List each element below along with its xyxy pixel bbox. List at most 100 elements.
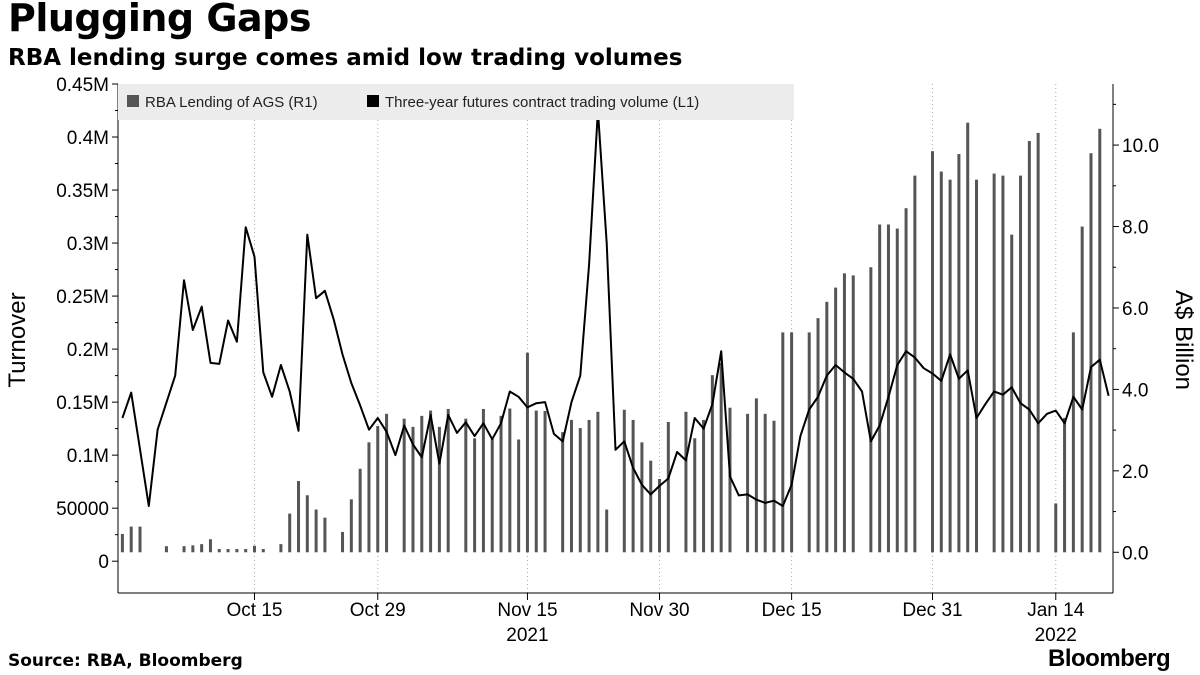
bar-rba-lending: [226, 549, 230, 553]
bar-rba-lending: [297, 481, 301, 553]
legend-label-bars: RBA Lending of AGS (R1): [145, 94, 318, 111]
legend: RBA Lending of AGS (R1) Three-year futur…: [118, 84, 794, 120]
bar-rba-lending: [948, 179, 952, 553]
bar-rba-lending: [402, 418, 406, 553]
bar-rba-lending: [763, 413, 767, 553]
right-tick-label: 0.0: [1122, 543, 1148, 564]
bar-rba-lending: [719, 362, 723, 553]
grid-layer: [253, 84, 1057, 593]
bar-rba-lending: [499, 415, 503, 553]
bar-rba-lending: [939, 171, 943, 553]
bar-rba-lending: [1089, 153, 1093, 553]
bar-rba-lending: [1010, 234, 1014, 553]
bar-rba-lending: [913, 175, 917, 553]
source-note: Source: RBA, Bloomberg: [8, 651, 243, 671]
bar-rba-lending: [930, 151, 934, 553]
bar-rba-lending: [710, 375, 714, 553]
bar-rba-lending: [834, 287, 838, 553]
bar-rba-lending: [314, 509, 318, 553]
bar-rba-lending: [886, 224, 890, 553]
bar-rba-lending: [878, 224, 882, 553]
bar-rba-lending: [349, 499, 353, 553]
bar-rba-lending: [587, 419, 591, 553]
bar-rba-lending: [790, 332, 794, 553]
x-tick-label: Oct 29: [350, 600, 406, 621]
bar-rba-lending: [807, 332, 811, 553]
bar-rba-lending: [622, 409, 626, 553]
bar-rba-lending: [543, 410, 547, 553]
bar-rba-lending: [200, 544, 204, 553]
bar-rba-lending: [437, 426, 441, 553]
bar-rba-lending: [490, 439, 494, 553]
bar-rba-lending: [605, 509, 609, 553]
bar-rba-lending: [1027, 141, 1031, 553]
bar-rba-lending: [895, 228, 899, 553]
left-axis-label: Turnover: [4, 292, 31, 387]
bars-layer: [120, 122, 1102, 553]
legend-background: [118, 84, 794, 120]
bar-rba-lending: [746, 413, 750, 553]
bar-rba-lending: [684, 411, 688, 553]
bar-rba-lending: [420, 415, 424, 553]
bar-rba-lending: [569, 419, 573, 553]
bar-rba-lending: [244, 549, 248, 553]
line-futures-volume: [121, 109, 1110, 507]
axes-layer: 0 50000 0.1M 0.15M 0.2M 0.25M 0.3M 0.35M 0.4M 0.4…: [56, 75, 1159, 646]
bar-rba-lending: [235, 549, 239, 553]
bar-rba-lending: [1071, 332, 1075, 553]
bar-rba-lending: [702, 419, 706, 553]
bar-rba-lending: [252, 545, 256, 553]
bar-rba-lending: [578, 428, 582, 553]
bar-rba-lending: [781, 332, 785, 553]
bar-rba-lending: [966, 122, 970, 553]
bar-rba-lending: [164, 546, 168, 553]
bar-rba-lending: [693, 438, 697, 553]
legend-swatch-line: [367, 95, 379, 107]
x-year-label: 2022: [1035, 625, 1077, 646]
left-tick-label: 0.4M: [67, 128, 109, 149]
bar-rba-lending: [129, 526, 133, 553]
right-tick-label: 2.0: [1122, 462, 1148, 483]
left-tick-label: 0.35M: [56, 181, 109, 202]
bar-rba-lending: [1063, 417, 1067, 553]
bar-rba-lending: [957, 154, 961, 553]
bar-rba-lending: [473, 438, 477, 553]
left-tick-label: 50000: [56, 499, 109, 520]
bloomberg-logo: Bloomberg: [1048, 645, 1171, 672]
legend-label-line: Three-year futures contract trading volu…: [385, 94, 699, 111]
x-tick-label: Nov 15: [497, 600, 557, 621]
bar-rba-lending: [217, 549, 221, 553]
bar-rba-lending: [754, 398, 758, 553]
x-tick-label: Nov 30: [629, 600, 689, 621]
bar-rba-lending: [1080, 226, 1084, 553]
left-tick-label: 0.45M: [56, 75, 109, 96]
bar-rba-lending: [323, 517, 327, 553]
left-tick-label: 0.1M: [67, 446, 109, 467]
bar-rba-lending: [640, 442, 644, 553]
left-tick-label: 0.2M: [67, 340, 109, 361]
bar-rba-lending: [411, 426, 415, 553]
left-tick-label: 0.15M: [56, 393, 109, 414]
bar-rba-lending: [182, 546, 186, 553]
chart-subtitle: RBA lending surge comes amid low trading…: [8, 45, 683, 71]
bar-rba-lending: [1054, 503, 1058, 553]
bar-rba-lending: [816, 318, 820, 553]
x-tick-label: Jan 14: [1027, 600, 1084, 621]
bar-rba-lending: [1098, 128, 1102, 553]
bar-rba-lending: [138, 526, 142, 553]
chart-title: Plugging Gaps: [8, 0, 312, 40]
bar-rba-lending: [1036, 132, 1040, 553]
x-tick-label: Dec 31: [902, 600, 962, 621]
bar-rba-lending: [517, 439, 521, 553]
bar-rba-lending: [446, 408, 450, 553]
bar-rba-lending: [631, 419, 635, 553]
bar-rba-lending: [561, 432, 565, 553]
bar-rba-lending: [596, 411, 600, 553]
bar-rba-lending: [385, 413, 389, 553]
right-tick-label: 10.0: [1122, 136, 1159, 157]
legend-swatch-bars: [127, 95, 139, 107]
bar-rba-lending: [666, 421, 670, 553]
bar-rba-lending: [728, 407, 732, 553]
left-tick-label: 0.25M: [56, 287, 109, 308]
